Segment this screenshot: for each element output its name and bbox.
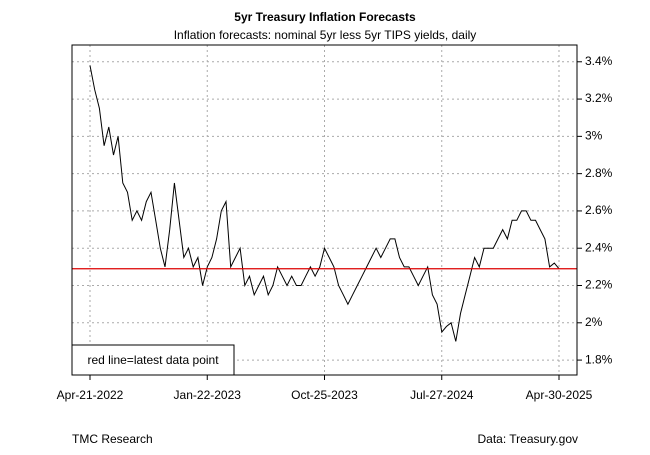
y-tick-label: 2.2% bbox=[585, 278, 613, 292]
annotation: red line=latest data point bbox=[87, 353, 219, 367]
x-tick-label: Jan-22-2023 bbox=[174, 388, 242, 402]
legend-box bbox=[71, 344, 235, 376]
x-tick-label: Apr-30-2025 bbox=[526, 388, 593, 402]
y-tick-label: 3.2% bbox=[585, 91, 613, 105]
y-tick-label: 2% bbox=[585, 315, 603, 329]
y-tick-label: 3% bbox=[585, 129, 603, 143]
y-tick-label: 2.4% bbox=[585, 240, 613, 254]
chart-subtitle: Inflation forecasts: nominal 5yr less 5y… bbox=[174, 28, 477, 42]
chart-title: 5yr Treasury Inflation Forecasts bbox=[234, 10, 416, 24]
line-series bbox=[89, 65, 560, 342]
x-tick-label: Jul-27-2024 bbox=[410, 388, 474, 402]
y-tick-label: 1.8% bbox=[585, 352, 613, 366]
plot-frame bbox=[71, 44, 578, 376]
y-tick-label: 3.4% bbox=[585, 54, 613, 68]
y-tick-label: 2.8% bbox=[585, 166, 613, 180]
x-tick-label: Apr-21-2022 bbox=[57, 388, 124, 402]
y-tick-label: 2.6% bbox=[585, 203, 613, 217]
source-left: TMC Research bbox=[72, 432, 153, 446]
source-right: Data: Treasury.gov bbox=[478, 432, 579, 446]
x-tick-label: Oct-25-2023 bbox=[291, 388, 358, 402]
